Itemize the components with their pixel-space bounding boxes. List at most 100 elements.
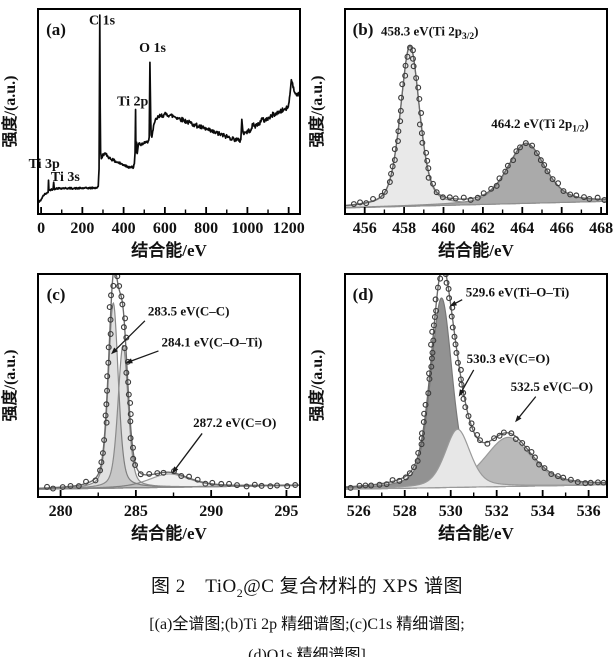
data-point-marker xyxy=(458,381,465,388)
panel-d-plot: 529.6 eV(Ti–O–Ti) 530.3 eV(C=O) 532.5 eV(C… xyxy=(307,262,614,545)
peak-annotation: 529.6 eV(Ti–O–Ti) xyxy=(466,284,570,299)
data-point-marker xyxy=(118,293,125,300)
data-point-marker xyxy=(243,483,250,490)
data-point-marker xyxy=(419,139,426,146)
data-point-marker xyxy=(420,419,427,425)
peak-annotation: 530.3 eV(C=O) xyxy=(467,351,550,366)
data-point-marker xyxy=(368,482,375,489)
data-point-marker xyxy=(146,470,153,477)
x-tick-label: 1200 xyxy=(273,220,305,237)
data-point-marker xyxy=(510,157,517,164)
data-point-marker xyxy=(423,149,430,156)
data-point-marker xyxy=(573,192,580,199)
panel-b-plot: 458.3 eV(Ti 2p3/2) 464.2 eV(Ti 2p1/2) 456 4… xyxy=(307,0,614,262)
data-point-marker xyxy=(468,420,475,427)
data-point-marker xyxy=(130,444,136,451)
annotation-arrow-line xyxy=(516,396,537,421)
data-point-marker xyxy=(449,324,456,331)
peak-annotation: 458.3 eV(Ti 2p3/2) xyxy=(381,24,479,43)
annotation-arrow-head xyxy=(172,466,179,474)
data-point-marker xyxy=(555,180,562,187)
survey-peak-label: Ti 2p xyxy=(117,94,148,109)
data-point-marker xyxy=(202,480,209,487)
fit-peak-area xyxy=(38,301,300,490)
data-point-marker xyxy=(130,455,137,462)
data-point-marker xyxy=(383,481,390,488)
data-point-marker xyxy=(97,467,104,474)
plot-border xyxy=(37,273,301,498)
data-point-marker xyxy=(98,459,105,466)
x-tick-label: 462 xyxy=(471,220,495,237)
data-point-marker xyxy=(446,295,453,302)
x-tick-label: 200 xyxy=(70,220,94,237)
x-tick-label: 464 xyxy=(510,220,534,237)
fit-peak-area xyxy=(345,143,607,209)
data-point-marker xyxy=(433,189,440,196)
data-point-marker xyxy=(600,479,607,486)
caption-title-pre: 图 2 TiO xyxy=(151,576,237,597)
data-point-marker xyxy=(448,313,455,320)
data-point-marker xyxy=(508,430,515,437)
data-point-marker xyxy=(445,285,452,292)
data-point-marker xyxy=(127,435,134,442)
data-point-marker xyxy=(433,307,440,314)
caption-title: 图 2 TiO2@C 复合材料的 XPS 谱图 xyxy=(0,571,614,601)
data-point-marker xyxy=(125,379,132,386)
peak-annotation: 532.5 eV(C–O) xyxy=(511,379,593,394)
data-point-marker xyxy=(601,197,607,203)
data-point-marker xyxy=(104,373,111,380)
panel-a-plot: C 1s O 1s Ti 2p Ti 3p Ti 3s 0 200 400 600 800 1000… xyxy=(0,0,307,262)
x-axis-label: 结合能/eV xyxy=(131,240,207,260)
data-point-marker xyxy=(426,375,433,382)
data-point-marker xyxy=(523,445,530,452)
data-point-marker xyxy=(425,174,432,181)
x-axis-label: 结合能/eV xyxy=(131,523,207,543)
data-point-marker xyxy=(474,194,481,201)
plot-content xyxy=(345,264,607,491)
data-point-marker xyxy=(442,264,447,269)
data-point-marker xyxy=(528,448,535,455)
data-point-marker xyxy=(567,191,574,198)
envelope-curve xyxy=(345,44,607,207)
data-point-marker xyxy=(457,366,464,373)
data-point-marker xyxy=(502,168,509,175)
data-point-marker xyxy=(125,391,132,398)
data-point-marker xyxy=(92,477,99,484)
survey-peak-label: Ti 3s xyxy=(51,170,80,185)
data-point-marker xyxy=(453,349,460,356)
data-point-marker xyxy=(397,118,404,125)
data-point-marker xyxy=(186,473,193,480)
x-tick-label: 460 xyxy=(432,220,456,237)
data-point-marker xyxy=(274,482,281,489)
data-point-marker xyxy=(415,449,422,456)
data-point-marker xyxy=(402,72,409,79)
data-point-marker xyxy=(50,485,57,492)
panel-d: 529.6 eV(Ti–O–Ti) 530.3 eV(C=O) 532.5 eV(C… xyxy=(307,262,614,545)
peak-annotation: 464.2 eV(Ti 2p1/2) xyxy=(491,116,589,134)
data-point-marker xyxy=(586,195,593,202)
annotation-arrow-line xyxy=(173,433,203,472)
data-point-marker xyxy=(519,439,526,446)
x-tick-label: 534 xyxy=(531,503,555,520)
data-point-marker xyxy=(414,457,421,464)
y-axis-label: 强度/(a.u.) xyxy=(0,349,19,421)
data-point-marker xyxy=(421,410,428,417)
data-point-marker xyxy=(105,344,112,351)
data-point-marker xyxy=(493,182,500,189)
data-point-marker xyxy=(581,194,587,201)
data-point-marker xyxy=(402,474,409,481)
panel-b-svg: 458.3 eV(Ti 2p3/2) 464.2 eV(Ti 2p1/2) 456 4… xyxy=(307,8,613,260)
data-point-marker xyxy=(434,284,441,291)
data-point-marker xyxy=(432,296,439,303)
data-point-marker xyxy=(426,370,432,377)
data-point-marker xyxy=(399,81,406,88)
data-point-marker xyxy=(218,480,225,487)
x-axis-label: 结合能/eV xyxy=(438,523,514,543)
data-point-marker xyxy=(111,269,116,274)
data-point-marker xyxy=(549,176,556,183)
data-point-marker xyxy=(386,179,393,186)
data-point-marker xyxy=(491,435,498,442)
data-point-marker xyxy=(587,479,594,486)
data-point-marker xyxy=(267,483,274,490)
data-point-marker xyxy=(413,75,420,82)
